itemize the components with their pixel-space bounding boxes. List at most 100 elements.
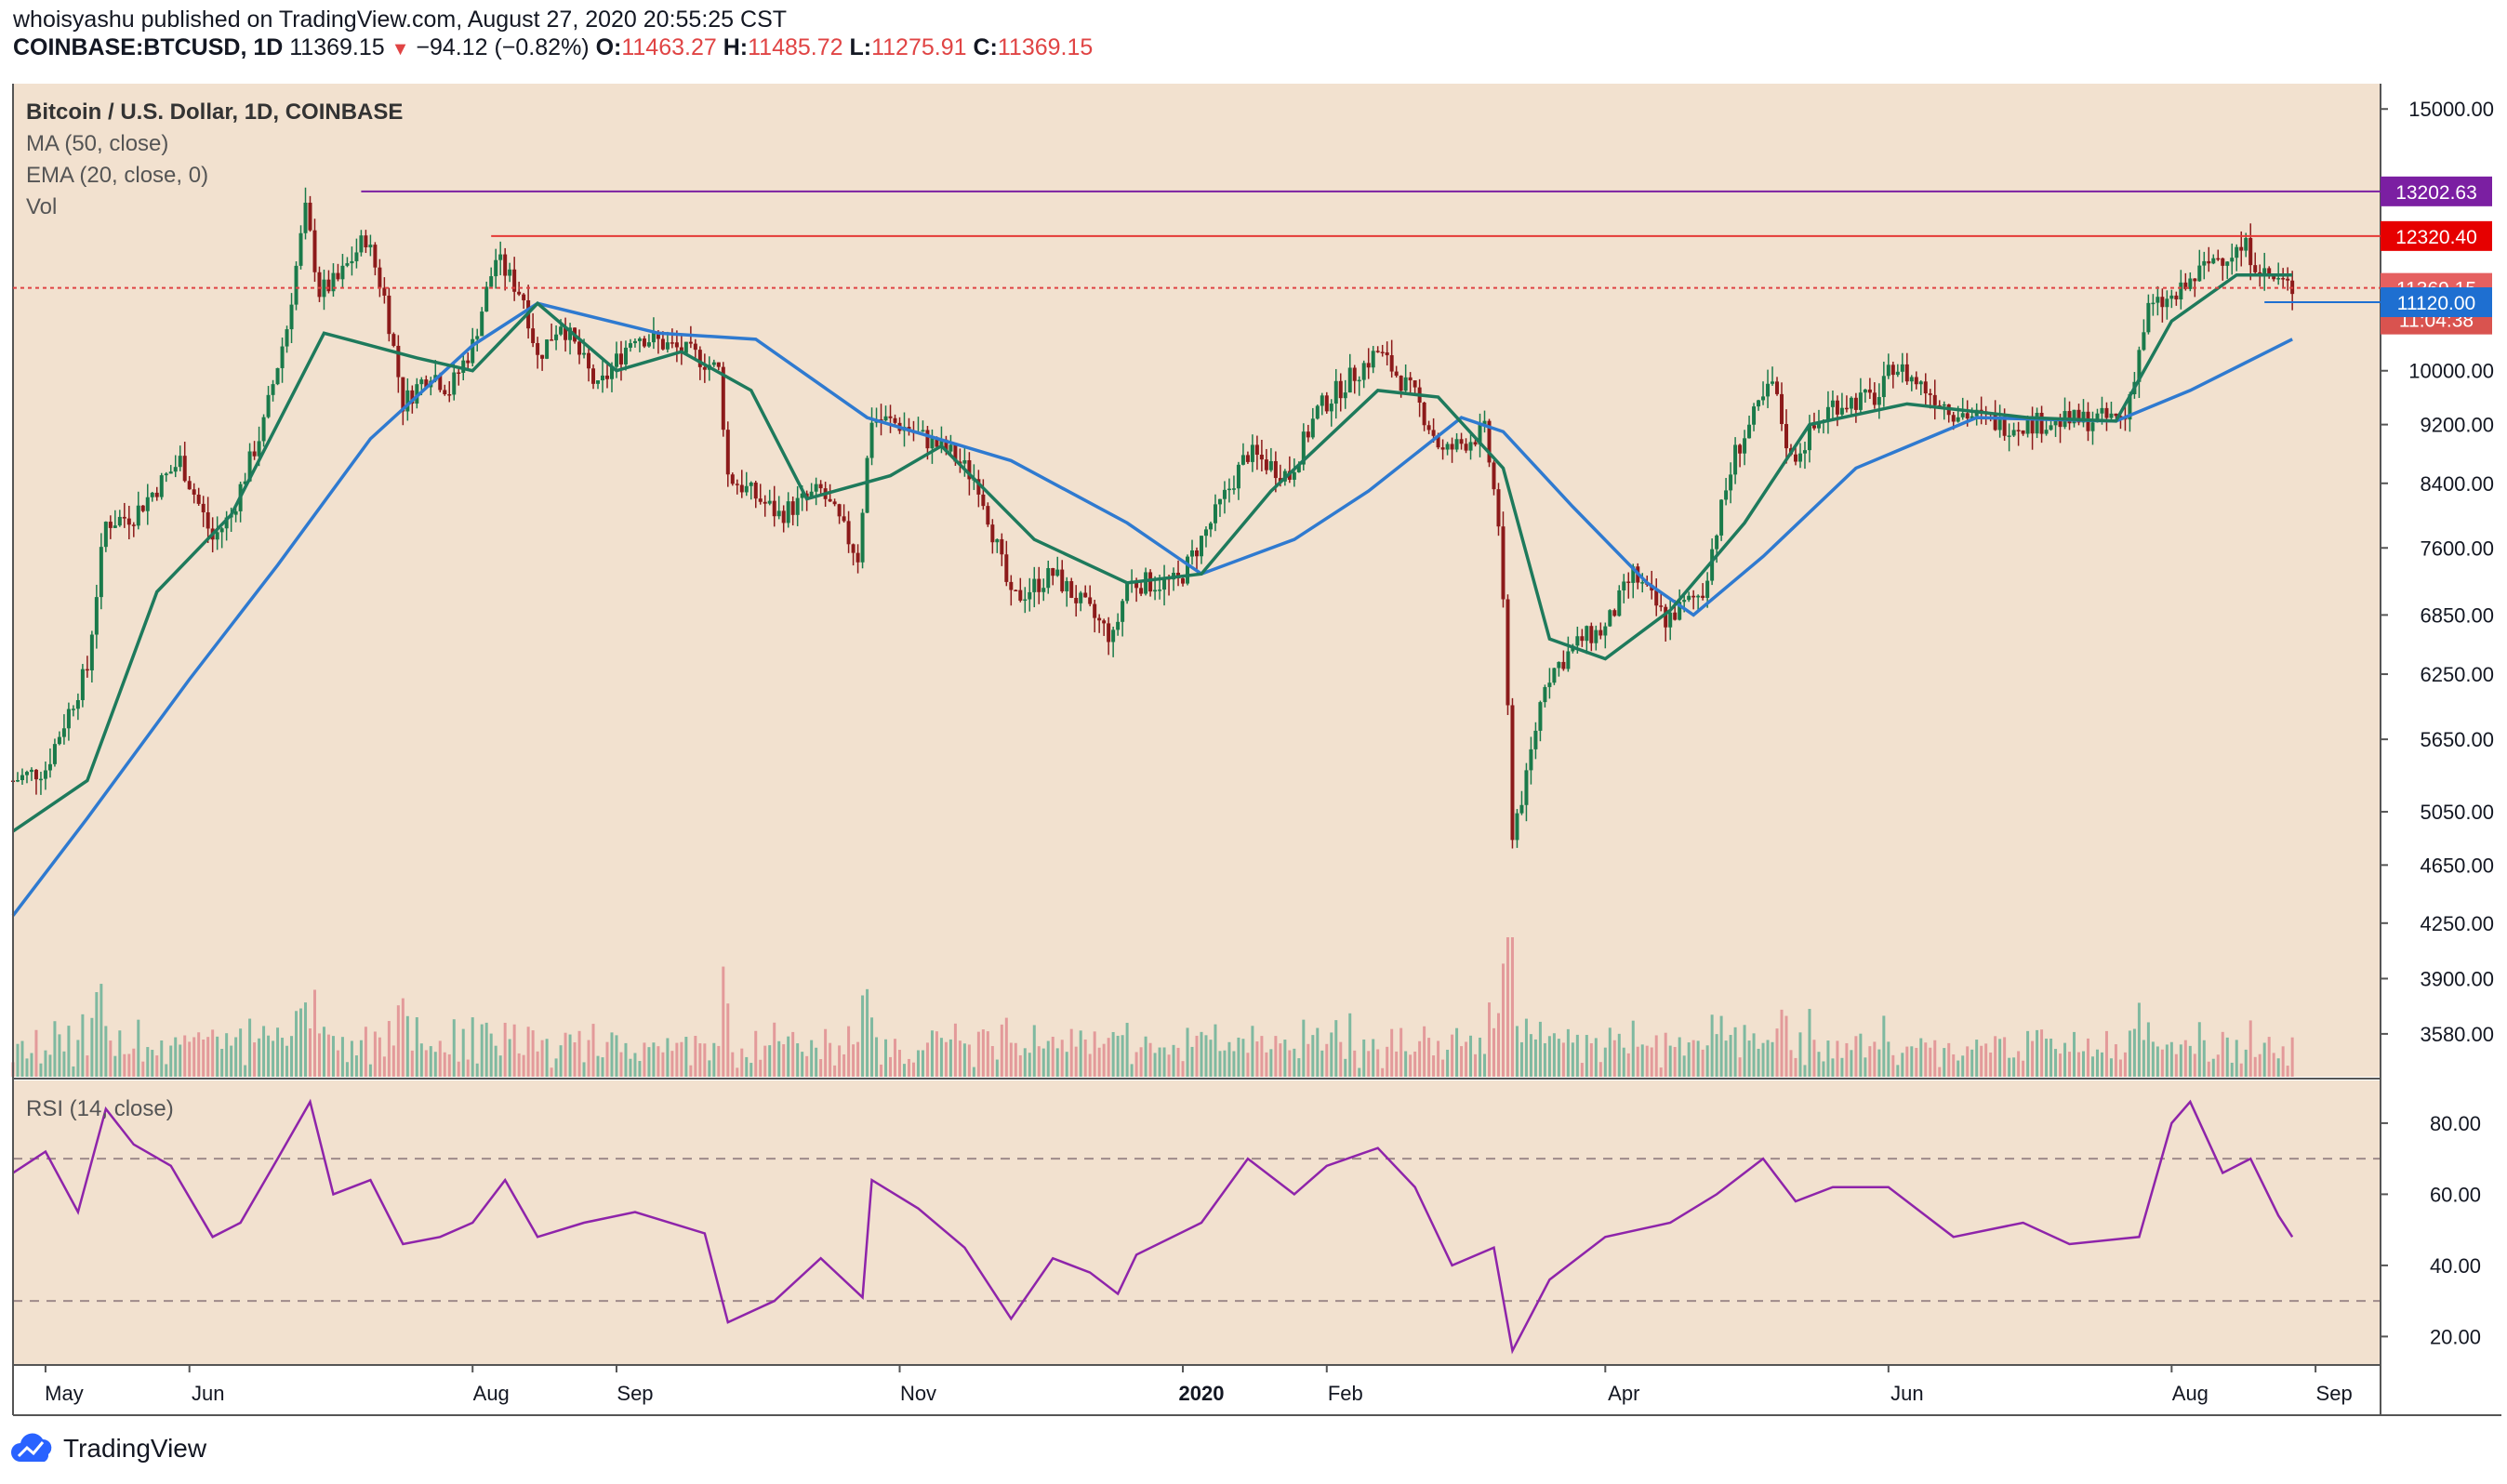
volume-bar [475,1063,479,1077]
candle-body [1928,393,1932,395]
candle-body [1784,424,1789,449]
volume-bar [2188,1045,2192,1077]
candle-body [1366,363,1371,368]
down-triangle-icon: ▼ [391,39,410,60]
candle-body [2035,412,2039,434]
volume-bar [1330,1032,1333,1077]
rsi-pane-background [13,1080,2381,1365]
volume-bar [1873,1041,1877,1077]
candle-body [1028,591,1032,600]
price-tick-label: 4650.00 [2420,854,2494,877]
volume-bar [1102,1043,1106,1077]
volume-bar [452,1019,456,1077]
candle-body [1682,600,1687,603]
volume-bar [44,1050,47,1077]
volume-bar [717,1045,721,1077]
legend-rsi: RSI (14, close) [26,1096,174,1121]
candle-body [1858,392,1863,410]
volume-bar [568,1034,572,1077]
volume-bar [1465,1041,1468,1077]
volume-bar [1817,1052,1821,1077]
candle-body [1450,444,1454,450]
volume-bar [123,1053,126,1077]
volume-bar [1887,1041,1890,1077]
candle-body [1199,536,1203,557]
price-tick-label: 4250.00 [2420,912,2494,935]
volume-bar [638,1061,642,1077]
volume-bar [967,1044,971,1077]
price-tick-label: 5050.00 [2420,801,2494,824]
symbol-name[interactable]: COINBASE:BTCUSD, 1D [13,34,284,60]
candle-body [651,332,656,343]
candle-body [531,328,536,343]
volume-bar [1654,1035,1658,1077]
volume-bar [976,1031,980,1077]
candle-body [1301,431,1306,465]
volume-bar [345,1062,349,1077]
volume-bar [880,1064,883,1077]
volume-bar [1116,1035,1120,1077]
volume-bar [378,1037,381,1077]
volume-bar [1218,1051,1222,1077]
candle-body [1055,569,1060,576]
candle-body [387,295,391,335]
volume-bar [1246,1053,1250,1077]
volume-bar [322,1027,325,1077]
volume-bar [573,1041,577,1077]
candle-body [1747,424,1752,439]
volume-bar [1933,1040,1937,1077]
volume-bar [981,1029,985,1077]
candle-body [159,475,164,497]
candle-body [642,338,646,347]
candle-body [1956,417,1960,422]
volume-bar [1589,1042,1593,1077]
candle-body [1431,430,1436,436]
volume-bar [796,1043,800,1077]
volume-bar [884,1039,888,1077]
volume-bar [1316,1027,1320,1077]
tradingview-cloud-icon [11,1433,52,1462]
volume-bar [652,1042,656,1077]
volume-bar [1826,1040,1830,1077]
candle-body [187,481,192,490]
volume-bar [670,1051,674,1077]
volume-bar [1719,1015,1723,1077]
volume-bar [1803,1065,1807,1077]
candle-body [1426,425,1431,431]
volume-bar [526,1027,530,1077]
volume-bar [272,1040,275,1077]
candle-body [503,254,508,276]
candle-body [1236,464,1240,489]
candle-body [1250,444,1254,462]
candle-body [1320,395,1324,406]
volume-bar [1144,1036,1147,1077]
volume-bar [1687,1042,1691,1077]
volume-bar [1441,1059,1445,1077]
candle-body [1324,395,1329,412]
candle-body [1761,396,1766,401]
volume-bar [1492,1027,1495,1077]
volume-bar [866,988,869,1077]
candle-body [2211,258,2216,264]
volume-bar [401,998,405,1077]
volume-bar [1325,1043,1329,1077]
candle-body [1399,376,1403,391]
volume-bar [471,1017,474,1077]
support-blue-price-box [2381,287,2492,318]
volume-bar [1404,1051,1408,1077]
volume-bar [1515,1026,1519,1077]
volume-bar [230,1045,233,1077]
volume-bar [1673,1046,1677,1077]
candle-body [266,394,271,417]
footer-brand[interactable]: TradingView [63,1434,207,1463]
ma50-line [11,301,2293,917]
candle-body [1738,444,1743,454]
volume-bar [894,1039,897,1077]
volume-bar [419,1043,423,1077]
candle-body [33,769,38,780]
candle-body [790,501,795,515]
candle-body [1909,377,1914,382]
candle-body [1259,455,1264,460]
